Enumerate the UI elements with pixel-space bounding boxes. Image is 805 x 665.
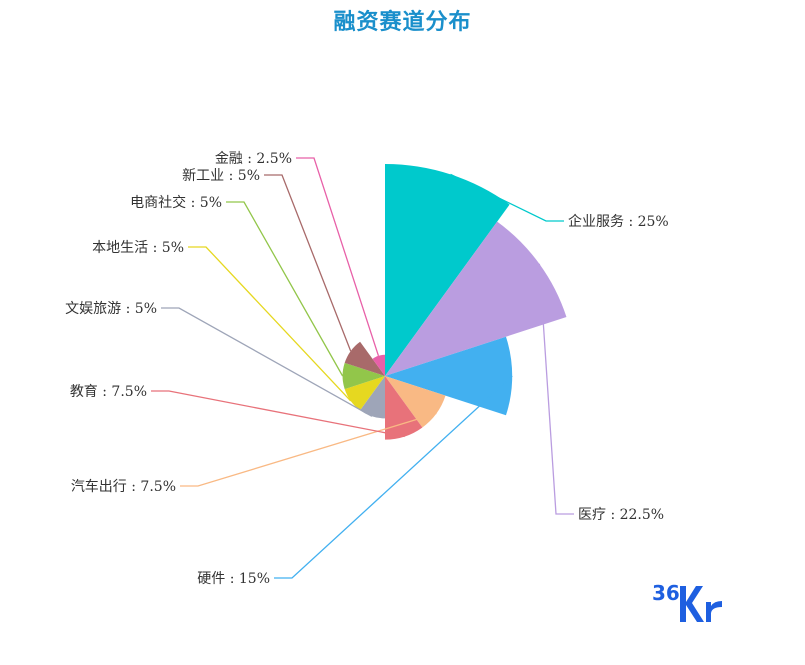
slice-label-0: 企业服务 : 25% xyxy=(568,213,669,230)
leader-line-9 xyxy=(296,157,380,357)
slice-label-1: 医疗 : 22.5% xyxy=(578,507,664,523)
svg-text:36: 36 xyxy=(652,581,680,605)
leader-line-2 xyxy=(274,375,513,579)
leader-line-5 xyxy=(161,307,373,417)
chart-title: 融资赛道分布 xyxy=(333,10,472,35)
leader-line-6 xyxy=(188,246,352,402)
slice-label-7: 电商社交 : 5% xyxy=(130,194,222,211)
slice-4 xyxy=(385,376,423,440)
slice-label-6: 本地生活 : 5% xyxy=(92,240,184,256)
slice-label-8: 新工业 : 5% xyxy=(182,168,260,184)
slice-1 xyxy=(385,221,567,376)
slice-8 xyxy=(344,341,385,376)
slice-5 xyxy=(360,376,385,419)
slice-label-5: 文娱旅游 : 5% xyxy=(65,301,157,317)
slice-0 xyxy=(385,164,510,376)
leader-line-3 xyxy=(180,412,437,487)
labels-group: 企业服务 : 25% 医疗 : 22.5% 硬件 : 15% 汽车出行 : 7.5% 教… xyxy=(65,151,669,587)
slice-label-3: 汽车出行 : 7.5% xyxy=(71,478,176,495)
slices-group xyxy=(342,164,567,440)
leader-line-1 xyxy=(538,263,574,515)
slice-6 xyxy=(344,376,385,411)
slice-label-9: 金融 : 2.5% xyxy=(215,151,292,167)
leader-line-0 xyxy=(450,173,564,222)
slice-label-4: 教育 : 7.5% xyxy=(70,384,147,400)
leader-line-7 xyxy=(226,201,344,377)
leader-line-8 xyxy=(264,174,352,352)
leader-line-4 xyxy=(151,390,405,438)
slice-2 xyxy=(385,336,513,416)
slice-label-2: 硬件 : 15% xyxy=(197,571,270,587)
slice-7 xyxy=(342,362,385,390)
slice-9 xyxy=(372,354,385,376)
brand-logo: 36 xyxy=(652,581,722,622)
leader-lines-group xyxy=(151,157,574,579)
